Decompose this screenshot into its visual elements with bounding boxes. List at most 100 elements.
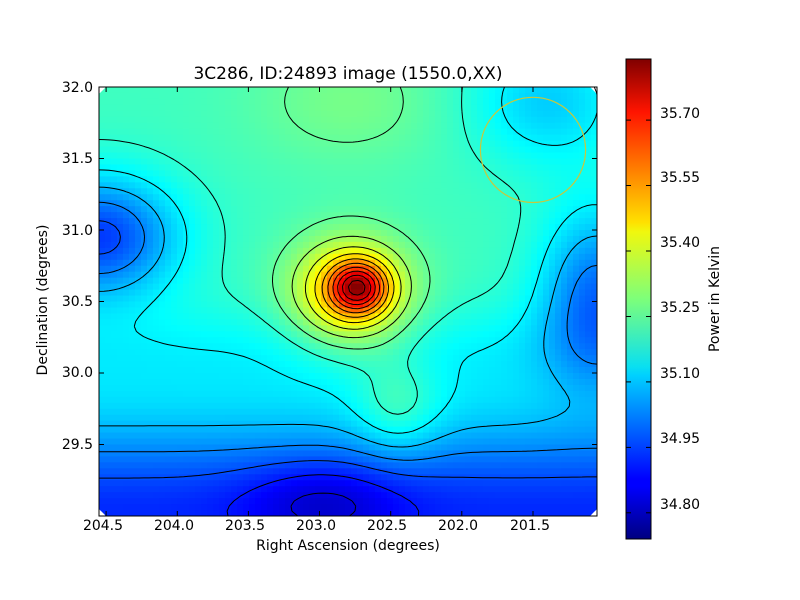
heatmap-cell <box>177 134 184 142</box>
heatmap-cell <box>165 271 172 279</box>
heatmap-cell <box>243 486 250 493</box>
heatmap-cell <box>465 134 472 142</box>
heatmap-cell <box>129 349 136 356</box>
heatmap-cell <box>297 420 304 428</box>
heatmap-cell <box>477 182 484 189</box>
heatmap-cell <box>459 265 466 273</box>
heatmap-cell <box>165 414 172 422</box>
heatmap-cell <box>171 230 178 237</box>
heatmap-cell <box>381 98 388 106</box>
heatmap-cell <box>489 480 496 487</box>
heatmap-cell <box>99 230 106 237</box>
heatmap-cell <box>477 486 484 493</box>
heatmap-cell <box>291 116 298 124</box>
heatmap-cell <box>381 182 388 189</box>
heatmap-cell <box>393 170 400 177</box>
heatmap-cell <box>315 164 322 172</box>
heatmap-cell <box>111 98 118 106</box>
heatmap-cell <box>159 492 166 499</box>
heatmap-cell <box>111 307 118 315</box>
heatmap-cell <box>447 378 454 386</box>
heatmap-cell <box>369 224 376 231</box>
heatmap-cell <box>453 116 460 124</box>
heatmap-cell <box>177 218 184 225</box>
heatmap-cell <box>165 146 172 154</box>
heatmap-cell <box>105 295 112 303</box>
heatmap-cell <box>255 331 262 338</box>
heatmap-cell <box>201 450 208 458</box>
heatmap-cell <box>375 301 382 309</box>
heatmap-cell <box>459 134 466 142</box>
heatmap-cell <box>177 408 184 416</box>
heatmap-cell <box>513 188 520 195</box>
heatmap-cell <box>351 224 358 231</box>
heatmap-cell <box>351 313 358 320</box>
heatmap-cell <box>507 224 514 231</box>
heatmap-cell <box>255 134 262 142</box>
heatmap-cell <box>147 146 154 154</box>
heatmap-cell <box>303 319 310 326</box>
heatmap-cell <box>195 271 202 279</box>
heatmap-cell <box>189 140 196 148</box>
heatmap-cell <box>423 289 430 297</box>
heatmap-cell <box>447 498 454 505</box>
heatmap-cell <box>171 140 178 148</box>
heatmap-cell <box>501 224 508 231</box>
heatmap-cell <box>429 218 436 225</box>
heatmap-cell <box>501 158 508 166</box>
heatmap-cell <box>129 230 136 237</box>
heatmap-cell <box>123 194 130 201</box>
heatmap-cell <box>417 277 424 285</box>
heatmap-cell <box>117 462 124 469</box>
heatmap-cell <box>303 426 310 434</box>
heatmap-cell <box>249 325 256 332</box>
heatmap-cell <box>453 331 460 338</box>
heatmap-cell <box>297 480 304 487</box>
heatmap-cell <box>483 402 490 410</box>
heatmap-cell <box>231 361 238 368</box>
heatmap-cell <box>489 230 496 237</box>
heatmap-cell <box>381 390 388 398</box>
heatmap-cell <box>159 98 166 106</box>
heatmap-cell <box>123 343 130 350</box>
heatmap-cell <box>393 224 400 231</box>
heatmap-cell <box>483 188 490 195</box>
heatmap-cell <box>447 271 454 279</box>
heatmap-cell <box>327 134 334 142</box>
heatmap-cell <box>189 87 196 94</box>
heatmap-cell <box>495 152 502 160</box>
heatmap-cell <box>417 230 424 237</box>
heatmap-cell <box>291 504 298 511</box>
heatmap-cell <box>135 104 142 112</box>
heatmap-cell <box>273 337 280 344</box>
heatmap-cell <box>489 444 496 452</box>
heatmap-cell <box>219 140 226 148</box>
heatmap-cell <box>483 182 490 189</box>
heatmap-cell <box>375 426 382 434</box>
heatmap-cell <box>141 450 148 458</box>
heatmap-cell <box>177 331 184 338</box>
heatmap-cell <box>273 247 280 255</box>
heatmap-cell <box>501 337 508 344</box>
heatmap-cell <box>333 468 340 475</box>
heatmap-cell <box>417 510 424 516</box>
heatmap-cell <box>321 367 328 374</box>
heatmap-cell <box>453 307 460 315</box>
heatmap-cell <box>177 206 184 213</box>
heatmap-cell <box>255 116 262 124</box>
heatmap-cell <box>357 158 364 166</box>
heatmap-cell <box>99 486 106 493</box>
heatmap-cell <box>291 128 298 136</box>
heatmap-cell <box>507 331 514 338</box>
heatmap-cell <box>273 140 280 148</box>
heatmap-cell <box>237 492 244 499</box>
heatmap-cell <box>201 140 208 148</box>
heatmap-cell <box>513 134 520 142</box>
heatmap-cell <box>237 355 244 362</box>
heatmap-cell <box>117 349 124 356</box>
heatmap-cell <box>123 486 130 493</box>
heatmap-cell <box>411 420 418 428</box>
heatmap-cell <box>297 462 304 469</box>
heatmap-cell <box>369 307 376 315</box>
heatmap-cell <box>201 444 208 452</box>
